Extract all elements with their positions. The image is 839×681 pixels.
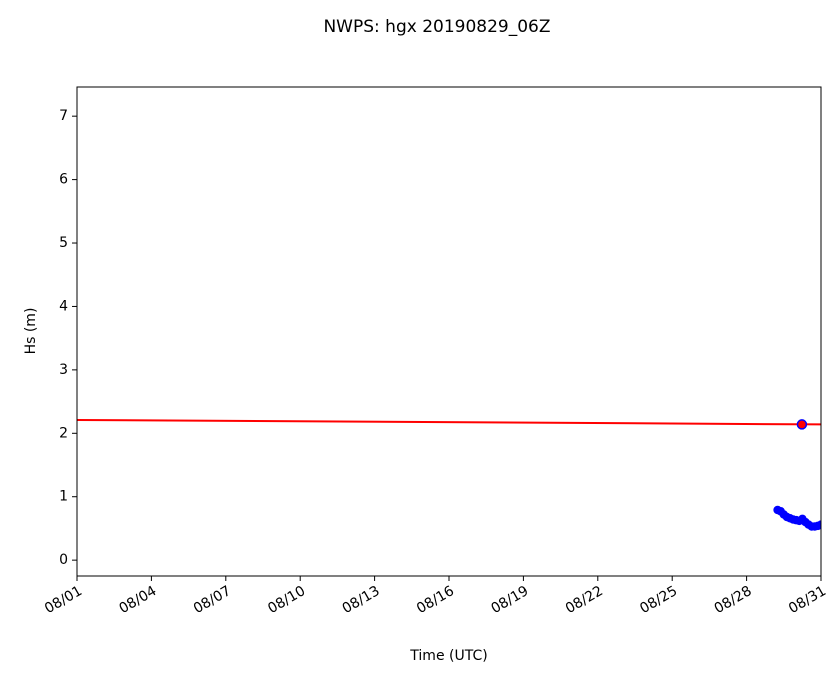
- plot-area: [77, 418, 821, 531]
- series-line: [77, 418, 821, 426]
- y-tick-label: 2: [59, 425, 68, 441]
- chart-title: NWPS: hgx 20190829_06Z: [323, 17, 550, 37]
- y-tick-label: 4: [59, 298, 68, 314]
- y-tick-label: 3: [59, 362, 68, 378]
- data-point: [816, 520, 821, 529]
- y-axis-label: Hs (m): [23, 308, 39, 355]
- y-tick-label: 0: [59, 552, 68, 568]
- y-tick-label: 5: [59, 235, 68, 251]
- observation-marker: [796, 419, 808, 430]
- y-tick-label: 1: [59, 489, 68, 505]
- x-axis-label: Time (UTC): [409, 648, 487, 664]
- y-tick-label: 7: [59, 108, 68, 124]
- y-tick-label: 6: [59, 172, 68, 188]
